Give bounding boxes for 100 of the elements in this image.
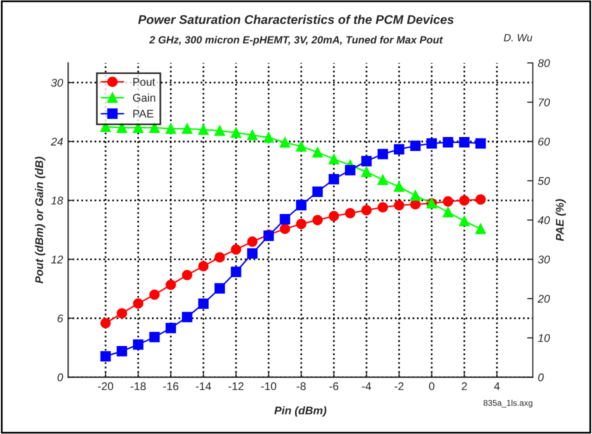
- point: [361, 205, 372, 216]
- point: [166, 124, 176, 134]
- x-tick-label: -12: [228, 382, 244, 390]
- point: [426, 138, 437, 149]
- point: [132, 122, 144, 133]
- point: [132, 339, 144, 350]
- x-tick-label: 0: [429, 382, 434, 390]
- point: [116, 122, 128, 133]
- chart-subtitle: 2 GHz, 300 micron E-pHEMT, 3V, 20mA, Tuned for Max Pout: [149, 36, 444, 46]
- y2-tick-label: 20: [538, 294, 550, 303]
- point: [312, 186, 323, 197]
- text: D. Wu: [504, 34, 532, 42]
- point: [230, 266, 242, 278]
- point: [100, 318, 111, 328]
- x-tick-label: -10: [261, 382, 276, 390]
- point: [328, 210, 340, 222]
- x-axis-title: Pin (dBm): [274, 406, 326, 417]
- point: [116, 308, 128, 319]
- x-tick-label: -2: [394, 382, 404, 390]
- point: [459, 137, 470, 148]
- point: [214, 125, 225, 136]
- x-tick-label: -4: [362, 382, 372, 390]
- y-tick-label: 12: [51, 256, 64, 264]
- x-tick-label: -14: [196, 382, 212, 390]
- point: [459, 195, 470, 206]
- legend-label: Gain: [132, 94, 156, 102]
- point: [198, 298, 209, 309]
- y2-tick-label: 80: [538, 59, 550, 68]
- point: [149, 122, 160, 133]
- y2-tick-label: 0: [538, 373, 544, 382]
- point: [166, 322, 176, 334]
- y2-axis-title: PAE (%): [556, 199, 566, 242]
- point: [296, 200, 306, 210]
- x-tick-label: -6: [329, 382, 338, 390]
- point: [247, 248, 258, 259]
- point: [149, 332, 160, 342]
- legend-label: PAE: [133, 110, 154, 118]
- point: [361, 166, 372, 178]
- y2-tick-label: 10: [538, 334, 550, 342]
- point: [378, 148, 388, 160]
- point: [312, 214, 323, 226]
- y-tick-label: 30: [51, 78, 64, 87]
- point: [247, 236, 258, 247]
- point: [410, 140, 421, 152]
- point: [182, 124, 192, 134]
- y-tick-label: 18: [51, 196, 64, 205]
- point: [312, 147, 323, 158]
- y2-tick-label: 60: [538, 138, 550, 146]
- point: [344, 164, 356, 176]
- point: [280, 214, 290, 224]
- y2-tick-label: 30: [538, 256, 550, 264]
- point: [378, 202, 388, 212]
- x-tick-label: -8: [296, 382, 306, 390]
- point: [475, 224, 486, 234]
- point: [116, 346, 128, 356]
- point: [378, 174, 388, 185]
- x-tick-label: 4: [494, 382, 500, 390]
- point: [442, 196, 454, 207]
- point: [182, 312, 192, 322]
- y2-tick-label: 50: [538, 177, 550, 185]
- point: [100, 351, 111, 362]
- point: [149, 289, 160, 300]
- y-tick-label: 0: [58, 373, 64, 382]
- point: [361, 156, 372, 166]
- point: [214, 252, 225, 263]
- chart-title: Power Saturation Characteristics of the PCM Devices: [138, 14, 454, 24]
- legend-label: Pout: [133, 78, 156, 86]
- point: [198, 260, 209, 272]
- y-tick-label: 6: [58, 314, 64, 322]
- x-tick-label: -20: [98, 382, 114, 390]
- point: [459, 216, 470, 226]
- point: [247, 130, 258, 140]
- point: [214, 283, 225, 294]
- point: [198, 124, 209, 135]
- point: [166, 280, 176, 290]
- point: [442, 206, 454, 218]
- y-axis-title: Pout (dBm) or Gain (dB): [34, 156, 46, 284]
- point: [280, 137, 290, 148]
- point: [344, 208, 356, 218]
- point: [394, 144, 404, 155]
- point: [296, 141, 306, 152]
- point: [410, 190, 421, 201]
- point: [182, 270, 192, 280]
- point: [475, 138, 486, 149]
- point: [132, 298, 144, 309]
- point: [230, 244, 242, 255]
- y-tick-label: 24: [50, 138, 63, 146]
- point: [442, 137, 454, 148]
- x-tick-label: -18: [130, 382, 146, 390]
- point: [328, 154, 340, 164]
- x-tick-label: -16: [163, 382, 178, 390]
- y2-tick-label: 70: [538, 98, 550, 106]
- text: 835a_1ls.axg: [484, 400, 532, 408]
- x-tick-label: 2: [462, 382, 467, 390]
- point: [475, 194, 486, 205]
- point: [410, 199, 421, 210]
- point: [263, 132, 274, 143]
- point: [296, 218, 306, 230]
- point: [230, 127, 242, 138]
- y2-tick-label: 40: [538, 216, 550, 224]
